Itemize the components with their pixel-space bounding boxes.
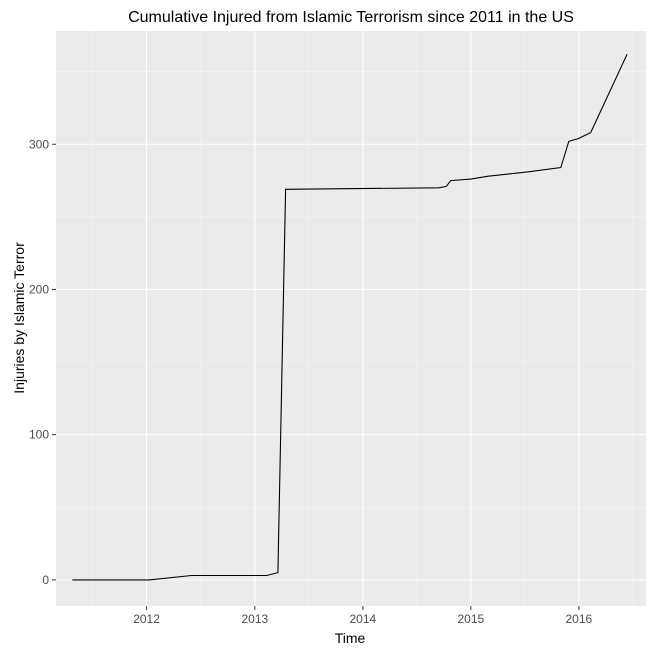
chart-title: Cumulative Injured from Islamic Terroris… xyxy=(128,9,574,26)
x-tick-label: 2014 xyxy=(349,612,376,626)
y-axis-ticks: 0 100 200 300 xyxy=(29,137,56,587)
y-tick-label: 300 xyxy=(29,137,49,151)
plot-background xyxy=(56,31,646,606)
x-tick-label: 2015 xyxy=(457,612,484,626)
y-tick-label: 0 xyxy=(42,573,49,587)
series-line xyxy=(72,53,628,581)
x-tick-label: 2012 xyxy=(133,612,160,626)
y-tick-label: 100 xyxy=(29,428,49,442)
x-axis-ticks: 2012 2013 2014 2015 2016 xyxy=(133,606,593,626)
x-tick-label: 2013 xyxy=(241,612,268,626)
y-axis-title: Injuries by Islamic Terror xyxy=(11,242,27,394)
grid-minor xyxy=(56,31,646,606)
x-tick-label: 2016 xyxy=(565,612,592,626)
x-axis-title: Time xyxy=(335,630,366,646)
y-tick-label: 200 xyxy=(29,282,49,296)
grid-major xyxy=(56,31,646,606)
